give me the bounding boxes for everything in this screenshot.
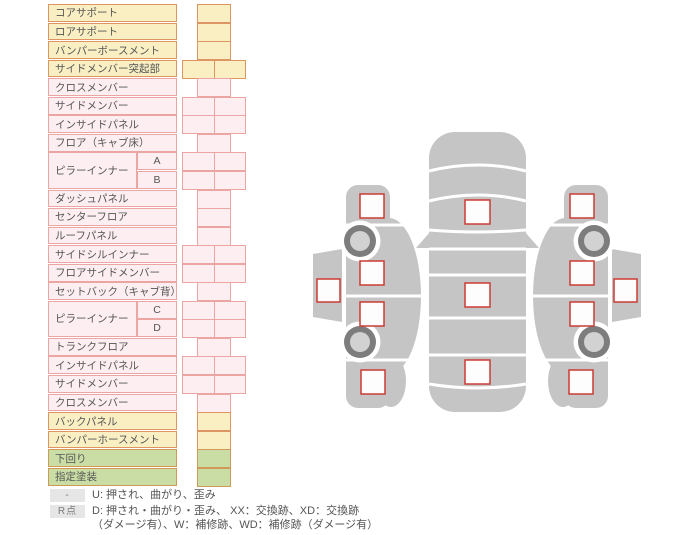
check-square[interactable] bbox=[359, 260, 385, 286]
part-label: 下回り bbox=[48, 449, 177, 468]
cell-divider bbox=[214, 153, 215, 171]
part-label: サイドメンバー bbox=[48, 96, 177, 115]
front-bumper-line bbox=[428, 163, 527, 173]
cell-divider bbox=[214, 246, 215, 264]
legend-item: R点 D: 押され・曲がり・歪み、 XX：交換跡、XD：交換跡 （ダメージ有）、W：… bbox=[50, 504, 378, 533]
legend-text: U: 押され、曲がり、歪み bbox=[92, 489, 216, 501]
part-label: フロア（キャブ床） bbox=[48, 133, 177, 152]
check-cell[interactable] bbox=[197, 449, 231, 469]
cell-divider bbox=[214, 357, 215, 375]
check-cell[interactable] bbox=[182, 245, 246, 265]
part-label: クロスメンバー bbox=[48, 393, 177, 412]
check-square[interactable] bbox=[359, 193, 385, 219]
cell-divider bbox=[214, 97, 215, 115]
check-cell[interactable] bbox=[197, 282, 231, 302]
legend-text: D: 押され・曲がり・歪み、 XX：交換跡、XD：交換跡 （ダメージ有）、W：補修… bbox=[92, 504, 379, 532]
check-cell[interactable] bbox=[197, 208, 231, 228]
check-cell[interactable] bbox=[182, 375, 246, 394]
check-cell[interactable] bbox=[197, 430, 231, 450]
check-cell[interactable] bbox=[182, 319, 246, 339]
part-label: インサイドパネル bbox=[48, 356, 177, 375]
part-label: ルーフパネル bbox=[48, 226, 177, 245]
check-cell[interactable] bbox=[197, 412, 231, 432]
top-body bbox=[429, 132, 526, 412]
part-label: ピラーインナー bbox=[48, 152, 137, 189]
check-cell[interactable] bbox=[197, 133, 231, 153]
check-cell[interactable] bbox=[197, 226, 231, 246]
car-top-view bbox=[416, 132, 539, 412]
check-cell[interactable] bbox=[197, 393, 231, 413]
cell-divider bbox=[214, 116, 215, 134]
check-cell[interactable] bbox=[197, 189, 231, 209]
left-mirror bbox=[416, 232, 430, 248]
part-sublabel: C bbox=[137, 300, 177, 319]
cell-divider bbox=[214, 320, 215, 338]
cell-divider bbox=[214, 60, 215, 78]
check-cell[interactable] bbox=[182, 59, 246, 79]
check-cell[interactable] bbox=[197, 22, 231, 42]
legend-item: - U: 押され、曲がり、歪み bbox=[50, 488, 378, 503]
part-label: ダッシュパネル bbox=[48, 189, 177, 208]
part-label: クロスメンバー bbox=[48, 78, 177, 97]
part-label: サイドメンバー bbox=[48, 375, 177, 393]
check-cell[interactable] bbox=[182, 170, 246, 190]
check-cell[interactable] bbox=[197, 78, 231, 98]
right-mirror bbox=[525, 232, 539, 248]
part-label: センターフロア bbox=[48, 208, 177, 226]
check-cell[interactable] bbox=[182, 152, 246, 172]
cell-divider bbox=[214, 301, 215, 319]
check-cell[interactable] bbox=[182, 263, 246, 283]
check-cell[interactable] bbox=[182, 96, 246, 116]
rear-wheel bbox=[339, 321, 381, 363]
part-label: バンパーボースメント bbox=[48, 41, 177, 59]
hood-line bbox=[428, 193, 527, 203]
check-cell[interactable] bbox=[197, 4, 231, 23]
check-square[interactable] bbox=[360, 369, 386, 395]
cell-divider bbox=[214, 264, 215, 282]
legend-badge: R点 bbox=[50, 504, 85, 518]
part-sublabel: B bbox=[137, 170, 177, 189]
part-sublabel: A bbox=[137, 152, 177, 171]
part-label: バンパーホースメント bbox=[48, 430, 177, 449]
part-label: ピラーインナー bbox=[48, 300, 137, 338]
cell-divider bbox=[214, 171, 215, 189]
front-wheel bbox=[339, 220, 381, 262]
check-square[interactable] bbox=[464, 359, 491, 385]
part-label: トランクフロア bbox=[48, 337, 177, 356]
car-damage-diagram bbox=[313, 132, 643, 412]
check-cell[interactable] bbox=[182, 115, 246, 135]
check-square[interactable] bbox=[464, 282, 491, 308]
rear-bumper-line bbox=[428, 382, 527, 390]
part-label: インサイドパネル bbox=[48, 115, 177, 134]
part-label: セットバック（キャブ背） bbox=[48, 282, 177, 301]
check-cell[interactable] bbox=[197, 467, 231, 487]
part-label: ロアサポート bbox=[48, 22, 177, 41]
legend: - U: 押され、曲がり、歪み R点 D: 押され・曲がり・歪み、 XX：交換跡、XD… bbox=[50, 488, 378, 534]
part-label: 指定塗装 bbox=[48, 467, 177, 486]
check-cell[interactable] bbox=[197, 337, 231, 357]
part-label: フロアサイドメンバー bbox=[48, 263, 177, 282]
legend-badge: - bbox=[50, 489, 85, 502]
car-side-view-right bbox=[529, 183, 643, 410]
part-label: コアサポート bbox=[48, 4, 177, 22]
part-sublabel: D bbox=[137, 319, 177, 338]
car-side-view-left bbox=[313, 185, 423, 408]
check-square[interactable] bbox=[464, 199, 491, 225]
check-square[interactable] bbox=[359, 301, 385, 327]
windshield-line bbox=[428, 228, 527, 234]
check-cell[interactable] bbox=[182, 300, 246, 320]
part-label: サイドメンバー突起部 bbox=[48, 59, 177, 78]
part-label: サイドシルインナー bbox=[48, 245, 177, 263]
check-square[interactable] bbox=[316, 278, 341, 303]
part-label: バックパネル bbox=[48, 412, 177, 430]
check-cell[interactable] bbox=[197, 41, 231, 61]
cell-divider bbox=[214, 376, 215, 393]
check-cell[interactable] bbox=[182, 356, 246, 376]
